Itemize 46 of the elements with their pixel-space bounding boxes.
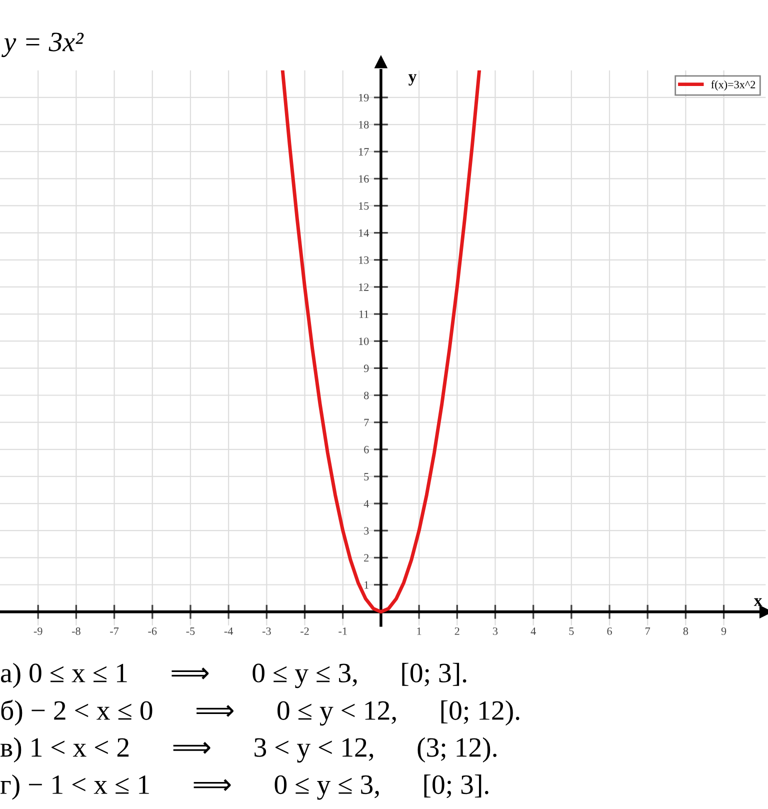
y-tick-label: 11 xyxy=(359,310,368,318)
y-tick-label: 2 xyxy=(364,554,369,562)
y-tick-label: 7 xyxy=(364,418,369,426)
text: в) 1 < x < 2 ⟹ 3 < y < 12, (3; 12). xyxy=(0,737,496,763)
text: г) − 1 < x ≤ 1 ⟹ 0 ≤ y ≤ 3, [0; 3]. xyxy=(0,774,488,800)
y-tick-label: 12 xyxy=(359,283,369,291)
x-tick-label: -9 xyxy=(34,627,42,635)
y-tick-label: 9 xyxy=(364,364,369,372)
x-tick-label: 4 xyxy=(530,627,536,635)
line-series xyxy=(280,70,481,614)
x-tick-label: -5 xyxy=(186,628,195,635)
x-tick-label: -7 xyxy=(110,628,119,635)
legend-label: f(x)=3x^2 xyxy=(711,80,756,91)
text: б) − 2 < x ≤ 0 ⟹ 0 ≤ y < 12, [0; 12). xyxy=(1,700,520,726)
y-tick-label: 4 xyxy=(364,500,369,508)
y-tick-label: 6 xyxy=(364,446,369,454)
y-tick-label: 19 xyxy=(359,94,369,102)
x-axis-title: x xyxy=(754,598,762,606)
x-tick-label: 3 xyxy=(492,627,498,635)
x-tick-label: 8 xyxy=(683,627,688,635)
y-tick-label: 10 xyxy=(359,338,369,346)
chart-title: y = 3x² xyxy=(2,32,84,58)
y-axis-title: y xyxy=(408,74,416,86)
x-tick-label: -6 xyxy=(148,627,157,635)
x-tick-label: -2 xyxy=(300,627,309,635)
x-tick-label: -3 xyxy=(262,627,271,635)
x-tick-label: 5 xyxy=(569,628,574,635)
y-tick-label: 1 xyxy=(364,581,368,589)
x-tick-label: 1 xyxy=(417,627,422,635)
y-tick-label: 5 xyxy=(364,473,369,480)
y-tick-label: 8 xyxy=(364,392,369,400)
y-tick-label: 15 xyxy=(359,202,369,210)
x-tick-label: -1 xyxy=(338,627,347,635)
y-tick-label: 3 xyxy=(364,527,369,535)
y-tick-label: 17 xyxy=(359,148,369,156)
x-tick-label: 2 xyxy=(454,627,460,635)
x-tick-label: -4 xyxy=(224,627,234,635)
x-tick-label: 7 xyxy=(646,628,650,635)
y-tick-label: 14 xyxy=(359,229,369,237)
text: а) 0 ≤ x ≤ 1 ⟹ 0 ≤ y ≤ 3, [0; 3]. xyxy=(0,662,466,688)
y-tick-label: 18 xyxy=(359,120,369,128)
y-tick-label: 13 xyxy=(359,256,369,264)
x-tick-label: 9 xyxy=(721,627,726,635)
y-tick-label: 16 xyxy=(359,175,369,183)
x-tick-label: -8 xyxy=(72,627,80,635)
x-tick-label: 6 xyxy=(607,627,612,635)
